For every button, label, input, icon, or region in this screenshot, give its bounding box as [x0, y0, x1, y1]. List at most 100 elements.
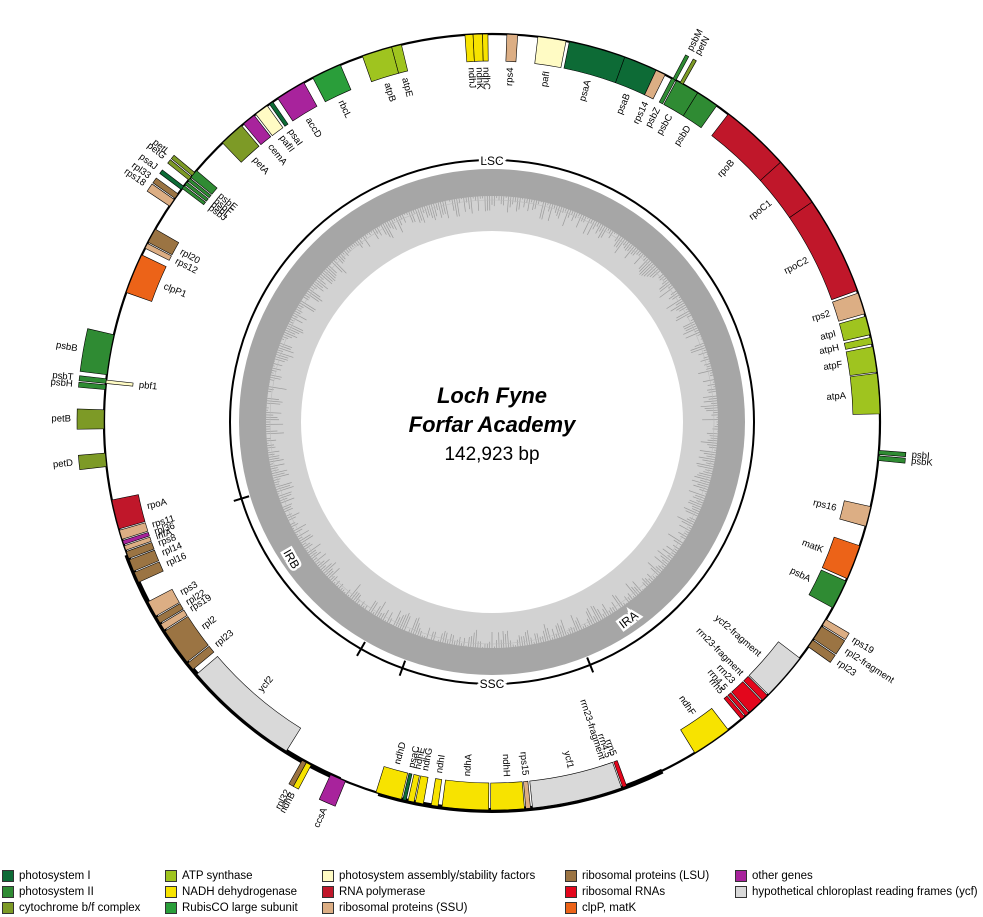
gc-content-bar: [456, 198, 460, 217]
gene-block: [534, 36, 567, 68]
gc-content-bar: [647, 562, 661, 574]
gc-content-bar: [504, 633, 507, 648]
legend-label: ATP synthase: [182, 870, 253, 882]
gc-content-bar: [296, 533, 299, 536]
gc-content-bar: [366, 233, 368, 236]
gc-content-bar: [518, 197, 521, 210]
gc-content-bar: [601, 603, 610, 616]
gene-block: [441, 779, 490, 811]
gc-content-bar: [266, 402, 281, 405]
gc-content-bar: [358, 238, 364, 245]
gc-content-bar: [703, 452, 716, 456]
gc-content-bar: [509, 196, 512, 208]
gc-content-bar: [683, 507, 699, 515]
gene-block: [789, 201, 858, 301]
gc-content-bar: [662, 277, 667, 281]
gene-block: [133, 561, 164, 583]
gc-content-bar: [401, 214, 407, 223]
gc-content-bar: [267, 398, 279, 400]
gc-content-bar: [435, 203, 438, 211]
gene-label: psaA: [577, 78, 594, 102]
gc-content-bar: [627, 593, 633, 600]
gc-content-bar: [384, 620, 387, 622]
gene-label: ndhC: [480, 67, 491, 90]
legend-item: RNA polymerase: [322, 884, 425, 900]
gc-content-bar: [655, 575, 657, 577]
gene-block: [105, 379, 134, 387]
gc-content-bar: [364, 605, 368, 610]
gc-content-bar: [307, 290, 323, 302]
gc-content-bar: [625, 583, 637, 597]
gc-content-bar: [536, 633, 540, 644]
gc-content-bar: [399, 614, 407, 629]
gc-content-bar: [278, 347, 294, 354]
gc-content-bar: [273, 473, 289, 479]
gene-block: [723, 695, 745, 720]
gc-content-bar: [682, 321, 695, 328]
gene-block: [277, 82, 318, 122]
gc-content-bar: [368, 232, 371, 236]
gc-content-bar: [397, 216, 403, 226]
gc-content-bar: [587, 624, 589, 627]
gc-content-bar: [335, 258, 338, 261]
gc-content-bar: [611, 594, 622, 608]
gc-content-bar: [641, 263, 654, 276]
gc-content-bar: [576, 617, 583, 630]
gc-content-bar: [608, 610, 612, 615]
gc-content-bar: [587, 220, 595, 235]
gc-content-bar: [574, 212, 578, 219]
gc-content-bar: [674, 548, 678, 552]
gene-label: psbB: [55, 340, 78, 355]
gene-label: ndhG: [420, 747, 435, 772]
gc-content-bar: [269, 379, 275, 381]
gc-content-bar: [364, 234, 368, 238]
legend-item: photosystem assembly/stability factors: [322, 868, 535, 884]
gc-content-bar: [695, 494, 705, 499]
gc-content-bar: [512, 196, 514, 205]
gene-block: [682, 92, 718, 129]
gc-content-bar: [646, 267, 657, 277]
gc-content-bar: [313, 283, 324, 292]
gc-content-bar: [615, 595, 624, 607]
gc-content-bar: [643, 255, 646, 258]
gc-content-bar: [273, 478, 281, 481]
gc-content-bar: [638, 258, 649, 270]
gc-content-bar: [710, 372, 713, 374]
gc-content-bar: [642, 588, 644, 591]
gc-content-bar: [349, 246, 352, 249]
gc-content-bar: [685, 325, 697, 332]
gc-content-bar: [284, 507, 293, 513]
gc-content-bar: [270, 374, 282, 378]
gc-content-bar: [676, 310, 690, 319]
gc-content-bar: [659, 286, 674, 298]
gc-content-bar: [349, 584, 361, 598]
region-boundary-tick: [233, 495, 250, 502]
gc-content-bar: [374, 605, 381, 616]
gc-content-bar: [267, 444, 275, 446]
gc-content-bar: [644, 578, 651, 584]
gc-content-bar: [355, 594, 362, 603]
gc-content-bar: [276, 484, 291, 490]
gc-content-bar: [609, 607, 614, 614]
gc-content-bar: [615, 237, 624, 248]
gc-content-bar: [323, 562, 337, 574]
gc-content-bar: [322, 563, 332, 572]
gc-content-bar: [362, 605, 365, 608]
gene-block: [658, 77, 676, 105]
region-boundary-tick: [356, 641, 366, 657]
gc-content-bar: [269, 459, 284, 463]
gc-content-bar: [276, 354, 289, 359]
gc-content-bar: [567, 631, 569, 635]
gc-content-bar: [275, 482, 292, 488]
gene-block: [529, 761, 622, 809]
gc-content-bar: [703, 471, 713, 474]
gene-block: [813, 626, 846, 655]
gene-label: ndhI: [434, 754, 448, 774]
gc-content-bar: [553, 204, 556, 209]
gc-content-bar: [277, 349, 284, 352]
gc-content-bar: [700, 441, 718, 444]
gene-block: [79, 328, 115, 376]
gc-content-bar: [300, 300, 316, 311]
gene-block: [255, 105, 284, 137]
gc-content-bar: [298, 536, 302, 540]
